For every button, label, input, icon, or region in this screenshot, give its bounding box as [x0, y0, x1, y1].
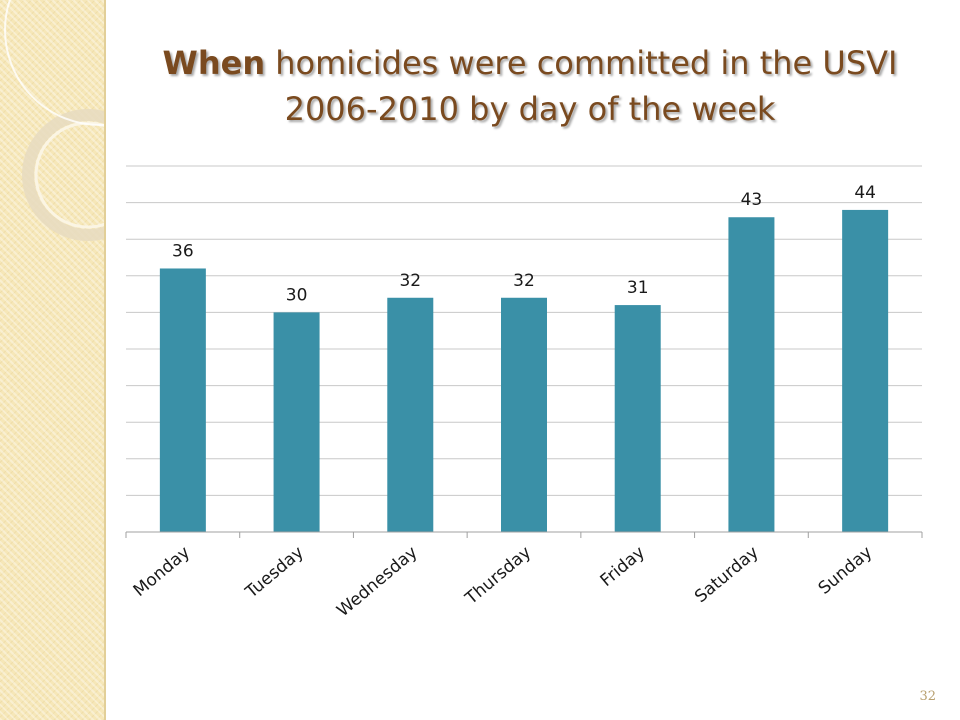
decorative-ring [22, 109, 104, 241]
data-label-thursday: 32 [513, 271, 535, 291]
chart-data-labels: 36 30 32 32 31 43 44 [172, 183, 876, 305]
data-label-monday: 36 [172, 241, 194, 261]
data-label-friday: 31 [627, 278, 649, 298]
category-label-thursday: Thursday [461, 543, 535, 610]
decorative-arc [4, 0, 104, 126]
bar-wednesday [387, 297, 434, 532]
category-label-tuesday: Tuesday [241, 543, 308, 603]
category-label-sunday: Sunday [815, 543, 877, 599]
category-label-wednesday: Wednesday [333, 543, 421, 622]
category-label-friday: Friday [597, 543, 649, 591]
slide-title: When homicides were committed in the USV… [130, 40, 930, 132]
decorative-circles [4, 0, 104, 241]
category-label-saturday: Saturday [691, 543, 763, 608]
bar-saturday [728, 217, 775, 533]
category-label-monday: Monday [130, 543, 194, 601]
bar-tuesday [273, 312, 320, 532]
bar-monday [159, 268, 206, 532]
data-label-tuesday: 30 [286, 285, 308, 305]
chart-x-axis: Monday Tuesday Wednesday Thursday Friday Satu… [125, 531, 923, 622]
slide-title-rest: homicides were committed in the USVI 200… [265, 44, 898, 128]
slide-title-bold: When [162, 44, 266, 82]
data-label-sunday: 44 [854, 183, 876, 203]
decorative-side-panel [0, 0, 106, 720]
bar-sunday [842, 209, 889, 533]
data-label-saturday: 43 [741, 190, 763, 210]
decorative-ring-inner [34, 121, 104, 229]
data-label-wednesday: 32 [399, 271, 421, 291]
bar-friday [614, 305, 661, 532]
slide-number: 32 [919, 689, 936, 704]
chart-bars [159, 209, 889, 533]
bar-thursday [501, 297, 547, 532]
